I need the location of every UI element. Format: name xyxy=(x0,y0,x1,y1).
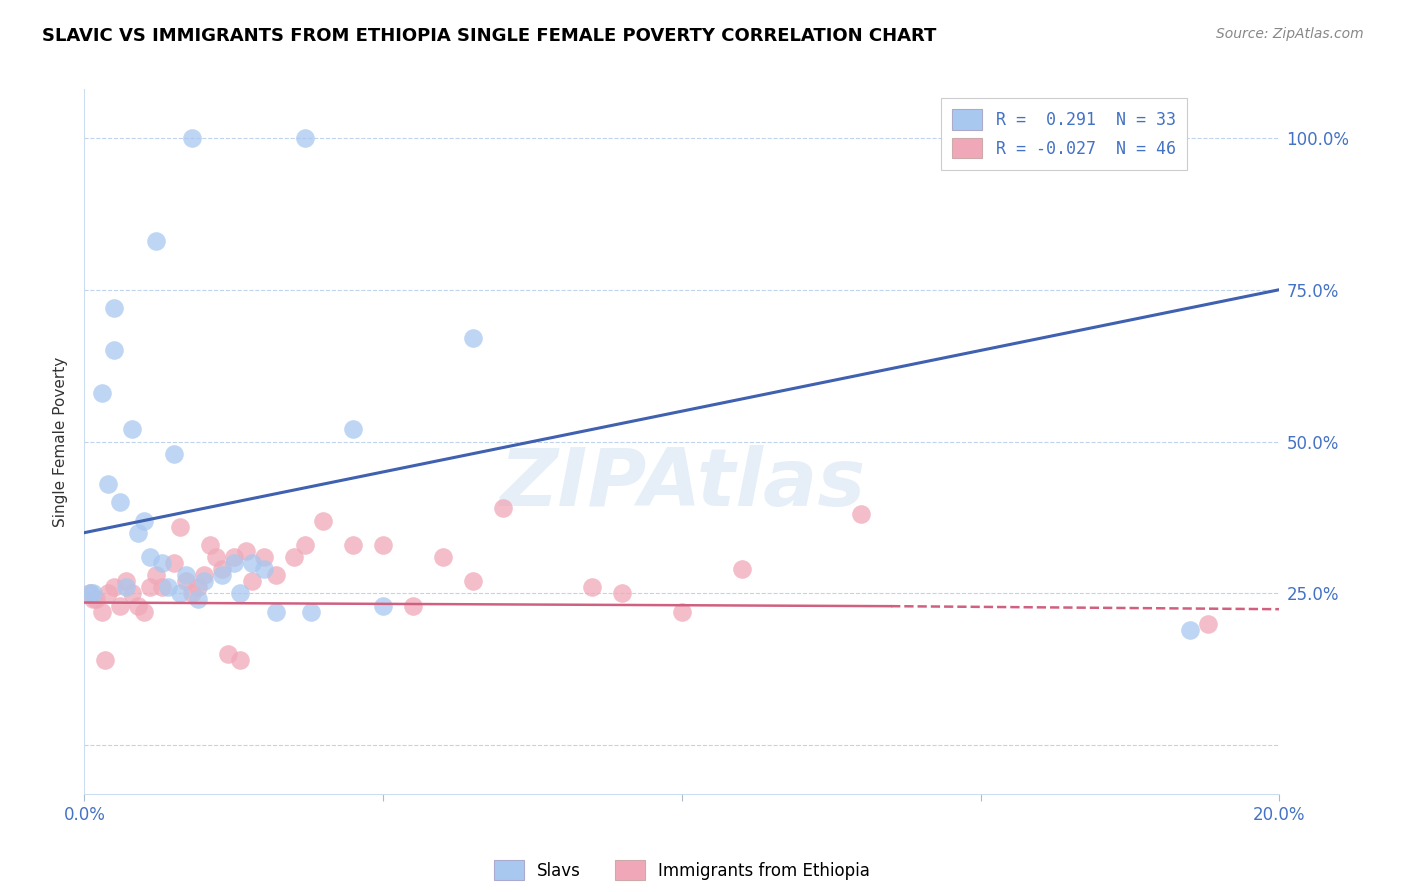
Point xyxy=(91,386,114,401)
Point xyxy=(264,568,287,582)
Point xyxy=(222,549,245,564)
Point xyxy=(82,592,104,607)
Point xyxy=(851,508,873,522)
Point xyxy=(253,549,276,564)
Point xyxy=(1178,623,1201,637)
Point xyxy=(211,568,233,582)
Point xyxy=(205,549,228,564)
Y-axis label: Single Female Poverty: Single Female Poverty xyxy=(53,357,69,526)
Point xyxy=(235,544,257,558)
Point xyxy=(115,574,138,589)
Point xyxy=(103,301,125,315)
Point xyxy=(181,130,204,145)
Point xyxy=(145,234,167,248)
Point xyxy=(97,586,120,600)
Point xyxy=(169,519,191,533)
Point xyxy=(127,599,149,613)
Point xyxy=(82,586,104,600)
Text: SLAVIC VS IMMIGRANTS FROM ETHIOPIA SINGLE FEMALE POVERTY CORRELATION CHART: SLAVIC VS IMMIGRANTS FROM ETHIOPIA SINGL… xyxy=(42,27,936,45)
Point xyxy=(163,447,186,461)
Point xyxy=(163,556,186,570)
Point xyxy=(157,580,180,594)
Point xyxy=(222,556,245,570)
Point xyxy=(94,653,117,667)
Point xyxy=(132,514,156,528)
Point xyxy=(198,538,221,552)
Point xyxy=(79,586,101,600)
Point xyxy=(492,501,515,516)
Point xyxy=(150,580,173,594)
Point xyxy=(342,422,364,436)
Point xyxy=(253,562,276,576)
Point xyxy=(86,592,108,607)
Point xyxy=(169,586,191,600)
Text: Source: ZipAtlas.com: Source: ZipAtlas.com xyxy=(1216,27,1364,41)
Point xyxy=(110,495,132,509)
Point xyxy=(139,580,162,594)
Point xyxy=(373,599,395,613)
Point xyxy=(91,605,114,619)
Point xyxy=(174,574,197,589)
Point xyxy=(294,130,316,145)
Point xyxy=(115,580,138,594)
Point xyxy=(145,568,167,582)
Point xyxy=(217,647,239,661)
Point xyxy=(150,556,173,570)
Text: ZIPAtlas: ZIPAtlas xyxy=(499,445,865,523)
Point xyxy=(181,586,204,600)
Point xyxy=(103,343,125,358)
Legend: Slavs, Immigrants from Ethiopia: Slavs, Immigrants from Ethiopia xyxy=(485,852,879,888)
Point xyxy=(1197,616,1219,631)
Point xyxy=(97,477,120,491)
Point xyxy=(132,605,156,619)
Point xyxy=(240,556,263,570)
Point xyxy=(264,605,287,619)
Point xyxy=(402,599,425,613)
Point xyxy=(373,538,395,552)
Point xyxy=(187,592,209,607)
Point xyxy=(193,568,215,582)
Point xyxy=(461,574,484,589)
Point xyxy=(342,538,364,552)
Point xyxy=(240,574,263,589)
Point xyxy=(103,580,125,594)
Point xyxy=(127,525,149,540)
Point xyxy=(671,605,693,619)
Point xyxy=(121,586,143,600)
Point xyxy=(432,549,454,564)
Point xyxy=(174,568,197,582)
Point xyxy=(79,586,101,600)
Point xyxy=(312,514,335,528)
Point xyxy=(121,422,143,436)
Point xyxy=(211,562,233,576)
Point xyxy=(301,605,323,619)
Point xyxy=(294,538,316,552)
Point xyxy=(229,586,252,600)
Point xyxy=(139,549,162,564)
Point xyxy=(110,599,132,613)
Point xyxy=(193,574,215,589)
Point xyxy=(461,331,484,345)
Point xyxy=(731,562,754,576)
Point xyxy=(612,586,634,600)
Point xyxy=(581,580,603,594)
Point xyxy=(283,549,305,564)
Point xyxy=(229,653,252,667)
Point xyxy=(187,580,209,594)
